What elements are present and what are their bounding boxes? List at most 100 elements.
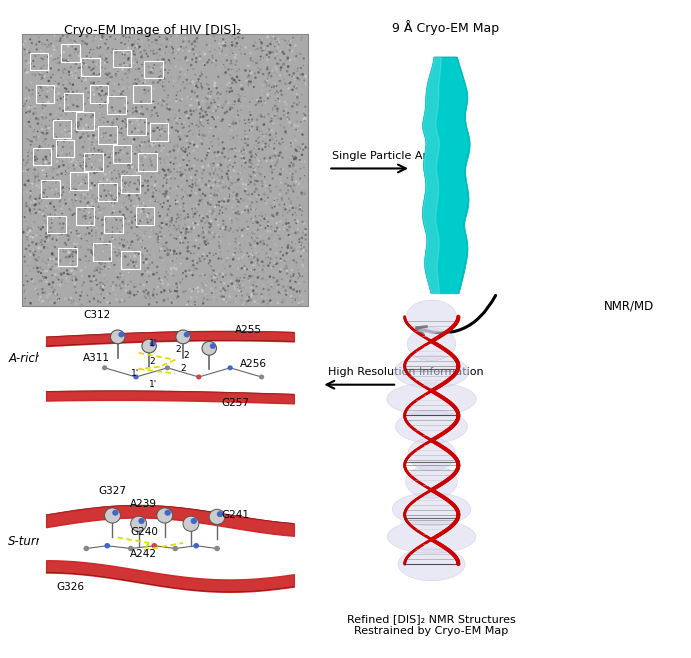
Point <box>207 164 218 174</box>
Point <box>100 259 111 269</box>
Point <box>69 209 80 219</box>
Point <box>41 91 53 102</box>
Point <box>195 211 206 221</box>
Point <box>35 190 46 201</box>
Point <box>55 190 66 201</box>
Point <box>202 290 213 301</box>
Point <box>139 248 150 259</box>
Point <box>129 228 140 239</box>
Point <box>55 195 66 205</box>
Point <box>97 55 108 65</box>
Point <box>196 114 207 125</box>
Point <box>225 289 236 299</box>
Point <box>64 66 75 77</box>
Point <box>115 270 126 281</box>
Point <box>126 160 138 170</box>
Point <box>144 249 155 260</box>
Point <box>48 253 59 264</box>
Point <box>249 141 261 152</box>
Point <box>164 247 175 258</box>
Point <box>252 98 263 109</box>
Point <box>50 81 61 91</box>
Point <box>288 72 299 82</box>
Point <box>52 58 63 68</box>
Point <box>255 55 266 65</box>
Point <box>252 238 263 249</box>
Point <box>44 230 55 241</box>
Point <box>189 297 200 307</box>
Point <box>171 214 182 224</box>
Point <box>147 68 158 78</box>
Point <box>161 41 172 52</box>
Point <box>109 195 120 205</box>
Circle shape <box>184 332 190 338</box>
Point <box>57 93 68 104</box>
Point <box>39 157 50 168</box>
Point <box>35 159 46 170</box>
Point <box>258 136 269 147</box>
Point <box>93 295 104 306</box>
Point <box>197 82 208 93</box>
Point <box>175 128 186 138</box>
Point <box>202 189 213 199</box>
Point <box>231 208 242 218</box>
Point <box>230 243 241 253</box>
Point <box>243 72 254 82</box>
Point <box>163 37 174 47</box>
Point <box>108 241 120 252</box>
Point <box>120 213 131 224</box>
Point <box>189 265 200 275</box>
Point <box>193 199 204 210</box>
Point <box>154 140 165 151</box>
Point <box>167 48 178 59</box>
Point <box>249 49 260 59</box>
Point <box>34 198 45 209</box>
Point <box>234 280 245 291</box>
Point <box>46 215 57 225</box>
Point <box>66 269 77 280</box>
Point <box>245 295 256 305</box>
Point <box>294 299 305 310</box>
Point <box>269 41 280 52</box>
Point <box>220 222 231 232</box>
Point <box>163 147 174 158</box>
Point <box>77 174 88 185</box>
Point <box>82 155 93 165</box>
Point <box>21 107 32 118</box>
Point <box>50 143 61 154</box>
Point <box>137 117 148 128</box>
Point <box>204 218 215 229</box>
Point <box>70 238 81 248</box>
Point <box>117 245 128 256</box>
Point <box>131 57 142 68</box>
Point <box>53 64 64 75</box>
Point <box>218 59 229 70</box>
Point <box>290 171 301 182</box>
Point <box>236 255 247 266</box>
Point <box>131 261 142 272</box>
Point <box>129 157 140 167</box>
Point <box>244 238 255 249</box>
Point <box>83 178 94 188</box>
Point <box>42 51 53 62</box>
Point <box>160 238 171 249</box>
Point <box>99 232 110 243</box>
Point <box>187 44 198 55</box>
Point <box>48 172 59 183</box>
Point <box>181 140 192 151</box>
Point <box>288 216 299 226</box>
Point <box>246 125 257 136</box>
Point <box>297 269 308 280</box>
Point <box>211 274 223 284</box>
Point <box>278 59 290 69</box>
Point <box>124 93 135 103</box>
Point <box>37 234 48 245</box>
Point <box>76 195 87 206</box>
Point <box>238 224 249 234</box>
Point <box>151 221 162 232</box>
Point <box>177 274 188 285</box>
Point <box>157 121 168 132</box>
Point <box>269 160 281 170</box>
Point <box>91 280 102 290</box>
Point <box>206 98 217 109</box>
